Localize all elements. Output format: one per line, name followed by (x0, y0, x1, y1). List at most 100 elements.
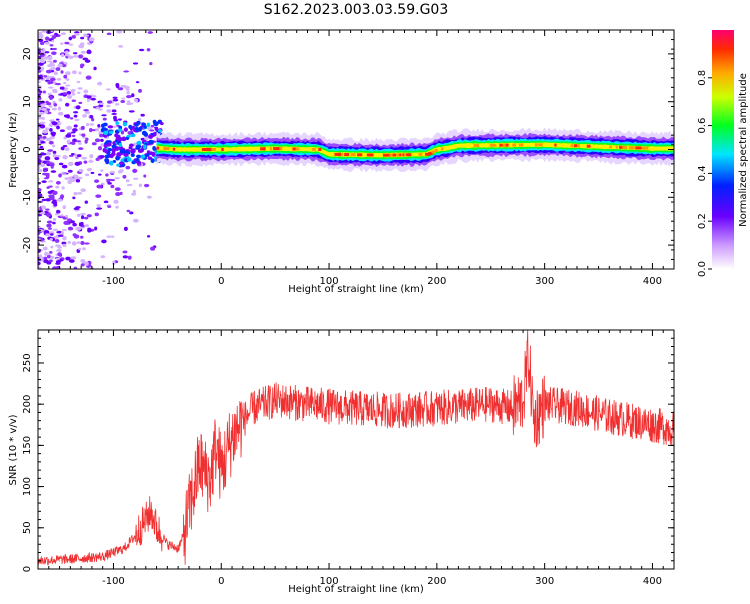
spectrogram-noise-cell (80, 259, 86, 263)
spectrogram-noise-cell (67, 240, 71, 244)
spectrogram-noise-cell (38, 168, 43, 172)
spectrogram-blob-cell (116, 152, 122, 157)
spectrogram-core-cell (260, 147, 266, 151)
spectrogram-core-cell (311, 147, 316, 151)
spectrogram-noise-cell (62, 243, 67, 248)
spectrogram-noise-cell (55, 118, 60, 121)
spectrogram-noise-cell (113, 199, 119, 204)
spectrogram-noise-cell (51, 107, 58, 111)
spectrogram-noise-cell (120, 130, 125, 135)
spectrogram-ytick-label: 20 (22, 48, 33, 61)
spectrogram-noise-cell (97, 124, 101, 128)
spectrogram-noise-cell (48, 259, 53, 263)
spectrogram-noise-cell (43, 177, 49, 180)
spectrogram-noise-cell (114, 177, 120, 180)
spectrogram-core-cell (279, 147, 283, 151)
spectrogram-noise-cell (90, 171, 95, 175)
spectrogram-blob-cell (130, 153, 135, 158)
spectrogram-noise-cell (42, 90, 46, 93)
spectrogram-noise-cell (82, 247, 86, 251)
spectrogram-noise-cell (46, 220, 53, 224)
spectrogram-noise-cell (57, 234, 64, 237)
spectrogram-noise-cell (77, 213, 81, 217)
spectrogram-blob-cell (126, 157, 132, 162)
spectrogram-noise-cell (100, 143, 105, 147)
spectrogram-noise-cell (48, 119, 55, 122)
spectrogram-noise-cell (126, 209, 131, 213)
spectrogram-ridge-band (156, 142, 674, 158)
spectrogram-blob-cell (115, 121, 120, 125)
spectrogram-noise-cell (132, 168, 138, 173)
spectrogram-core-cell (405, 153, 410, 157)
snr-xtick-label: 0 (218, 576, 224, 587)
spectrogram-noise-cell (54, 213, 59, 216)
spectrogram-core-cell (534, 143, 538, 147)
spectrogram-noise-cell (80, 212, 86, 216)
spectrogram-noise-cell (43, 170, 48, 173)
spectrogram-noise-cell (62, 92, 68, 95)
spectrogram-noise-cell (76, 191, 83, 195)
spectrogram-noise-cell (86, 214, 92, 218)
spectrogram-noise-cell (56, 265, 60, 269)
spectrogram-noise-cell (84, 173, 90, 177)
spectrogram-noise-cell (143, 183, 150, 188)
spectrogram-core-cell (570, 144, 573, 148)
spectrogram-noise-cell (98, 108, 103, 111)
spectrogram-noise-cell (62, 205, 67, 210)
spectrogram-core-cell (166, 147, 170, 151)
spectrogram-noise-cell (81, 156, 88, 160)
spectrogram-blob-cell (123, 152, 129, 157)
spectrogram-noise-cell (45, 127, 50, 130)
spectrogram-noise-cell (138, 48, 145, 52)
spectrogram-noise-cell (47, 80, 52, 85)
spectrogram-blob-cell (118, 128, 122, 132)
spectrogram-blob-cell (130, 148, 136, 154)
spectrogram-noise-cell (96, 184, 103, 189)
spectrogram-noise-cell (70, 153, 75, 156)
spectrogram-noise-cell (85, 137, 89, 141)
spectrogram-noise-cell (53, 103, 58, 107)
spectrogram-noise-cell (44, 51, 50, 54)
spectrogram-noise-cell (102, 117, 107, 121)
spectrogram-noise-cell (49, 162, 53, 165)
spectrogram-noise-cell (98, 173, 102, 176)
spectrogram-noise-cell (90, 97, 97, 101)
spectrogram-noise-cell (55, 257, 61, 260)
snr-ytick-label: 150 (22, 436, 33, 455)
snr-ytick-label: 50 (22, 521, 33, 534)
spectrogram-core-cell (408, 153, 412, 157)
spectrogram-noise-cell (45, 208, 50, 211)
spectrogram-noise-cell (45, 137, 52, 142)
spectrogram-noise-cell (86, 97, 91, 103)
spectrogram-noise-cell (49, 62, 55, 67)
spectrogram-noise-cell (38, 46, 41, 49)
spectrogram-noise-cell (135, 81, 140, 84)
spectrogram-blob-cell (142, 144, 147, 150)
spectrogram-noise-cell (126, 91, 130, 95)
spectrogram-noise-cell (77, 54, 84, 59)
spectrogram-noise-cell (57, 63, 63, 68)
spectrogram-noise-cell (146, 48, 151, 52)
spectrogram-noise-cell (56, 125, 60, 130)
spectrogram-blob-cell (135, 157, 140, 162)
spectrogram-noise-cell (65, 71, 71, 76)
spectrogram-core-cell (434, 148, 438, 152)
spectrogram-noise-cell (69, 117, 74, 120)
spectrogram-noise-cell (60, 32, 67, 36)
spectrogram-core-cell (357, 153, 363, 157)
spectrogram-noise-cell (48, 86, 54, 89)
spectrogram-noise-cell (56, 248, 62, 253)
spectrogram-noise-cell (128, 110, 135, 113)
spectrogram-noise-cell (43, 75, 48, 78)
spectrogram-noise-cell (132, 189, 136, 194)
spectrogram-core-cell (211, 148, 216, 151)
spectrogram-noise-cell (95, 106, 100, 110)
spectrogram-blob-cell (102, 148, 107, 153)
spectrogram-core-cell (292, 147, 298, 151)
spectrogram-noise-cell (57, 111, 64, 116)
spectrogram-noise-cell (97, 81, 103, 86)
spectrogram-noise-cell (58, 97, 63, 102)
spectrogram-noise-cell (44, 56, 49, 60)
spectrogram-core-cell (392, 153, 399, 157)
